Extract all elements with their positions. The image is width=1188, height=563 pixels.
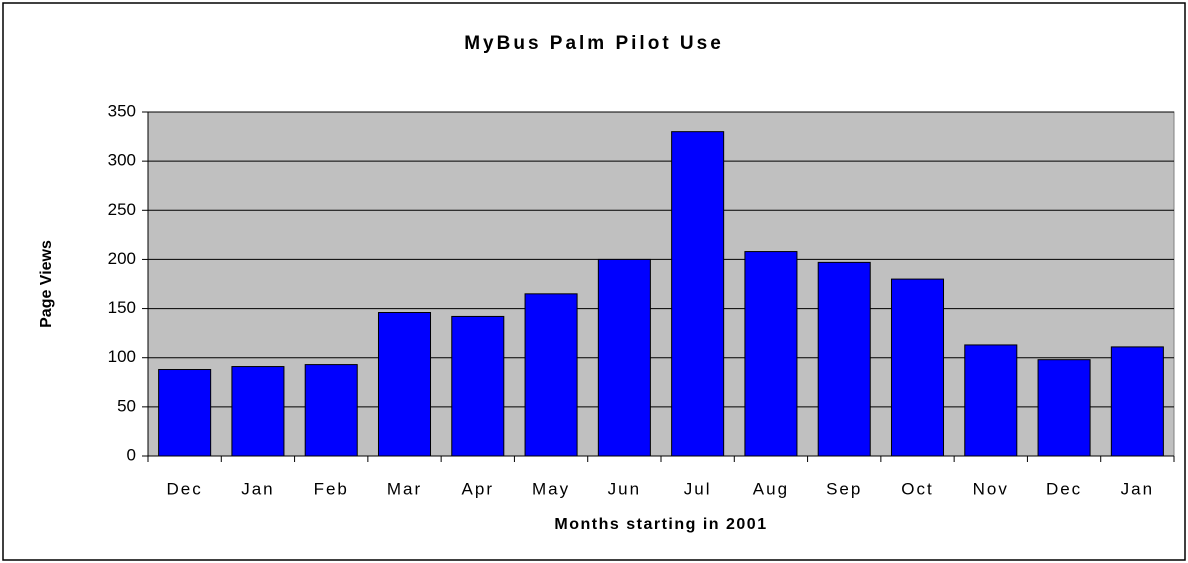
bar	[231, 366, 285, 457]
y-tick-label: 0	[127, 445, 136, 464]
x-tick-label: Aug	[753, 479, 789, 498]
x-tick-label: Mar	[387, 479, 422, 498]
x-axis-title: Months starting in 2001	[554, 516, 767, 533]
bar	[671, 131, 725, 457]
y-tick-label: 200	[108, 249, 136, 268]
bar	[377, 312, 432, 457]
y-tick-label: 300	[108, 151, 136, 170]
x-tick-label: May	[532, 479, 570, 498]
x-tick-label: Feb	[314, 479, 349, 498]
x-tick-label: Apr	[462, 479, 494, 498]
x-tick-label: Jan	[241, 479, 274, 498]
y-tick-label: 250	[108, 200, 136, 219]
x-tick-label: Jan	[1121, 479, 1154, 498]
y-tick-label: 50	[117, 396, 136, 415]
y-tick-label: 350	[108, 101, 136, 120]
x-tick-label: Jul	[684, 479, 712, 498]
bar	[890, 278, 945, 457]
x-tick-label: Nov	[973, 479, 1009, 498]
bar	[158, 369, 212, 457]
y-axis-title: Page Views	[38, 240, 55, 328]
x-tick-label: Dec	[1046, 479, 1082, 498]
bar	[524, 293, 578, 457]
bar	[1037, 359, 1091, 457]
x-tick-label: Jun	[608, 479, 641, 498]
bar	[597, 258, 651, 457]
bar	[1110, 346, 1164, 457]
x-tick-label: Oct	[901, 479, 933, 498]
bar	[451, 315, 505, 457]
plot-area	[147, 111, 1175, 457]
x-tick-label: Dec	[167, 479, 203, 498]
chart-title: MyBus Palm Pilot Use	[464, 33, 724, 54]
bar	[817, 261, 871, 457]
y-tick-label: 150	[108, 298, 136, 317]
bar	[744, 251, 798, 457]
bar	[964, 344, 1018, 457]
y-tick-label: 100	[108, 347, 136, 366]
bar	[304, 364, 358, 457]
x-tick-label: Sep	[826, 479, 862, 498]
